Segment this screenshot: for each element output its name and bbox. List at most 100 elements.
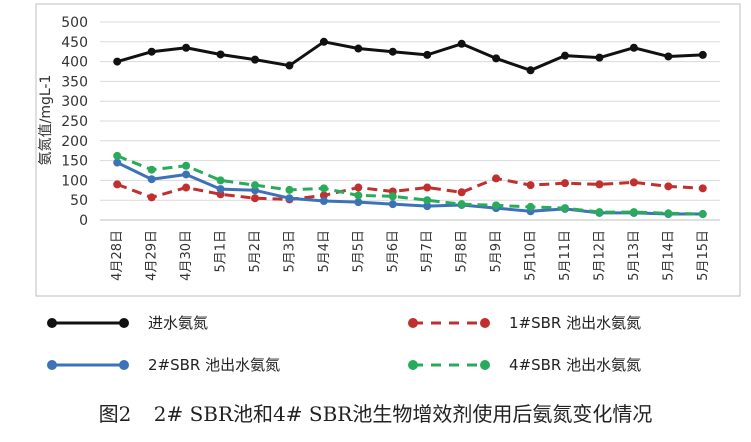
data-point (629, 43, 638, 52)
y-tick-label: 450 (61, 35, 88, 51)
data-point (492, 201, 501, 210)
data-point (147, 47, 156, 56)
data-point (423, 202, 432, 211)
data-point (319, 191, 328, 200)
data-point (457, 39, 466, 48)
data-point (113, 57, 122, 66)
x-tick-label: 4月28日 (110, 230, 125, 281)
legend-item-1: 进水氨氮 (47, 314, 208, 332)
data-point (595, 208, 604, 217)
data-point (182, 170, 191, 179)
data-point (698, 184, 707, 193)
data-point (251, 55, 259, 64)
data-point (319, 196, 328, 205)
legend-marker-end (119, 318, 129, 328)
x-tick-label: 5月4日 (317, 230, 332, 273)
data-point (285, 61, 294, 70)
data-point (629, 208, 638, 217)
y-tick-label: 0 (79, 213, 88, 229)
y-tick-label: 100 (61, 173, 88, 189)
data-point (354, 183, 363, 192)
series-line (116, 176, 703, 201)
data-point (423, 50, 432, 59)
data-point (423, 183, 432, 192)
data-point (595, 180, 604, 189)
data-point (113, 180, 122, 189)
y-tick-label: 50 (70, 193, 88, 209)
data-point (319, 184, 328, 193)
x-tick-label: 5月6日 (386, 230, 401, 273)
data-point (319, 37, 328, 46)
legend-marker-start (47, 318, 57, 328)
series-line (116, 40, 703, 72)
y-tick-label: 200 (61, 134, 88, 150)
series-line (116, 154, 703, 216)
data-point (182, 161, 191, 170)
legend-label: 2#SBR 池出水氨氮 (148, 356, 280, 374)
data-point (251, 194, 259, 203)
data-point (526, 66, 535, 75)
y-tick-label: 150 (61, 154, 88, 170)
x-tick-label: 5月15日 (696, 230, 711, 281)
x-tick-label: 4月30日 (179, 230, 194, 281)
legend-item-2: 1#SBR 池出水氨氮 (408, 314, 641, 332)
data-point (561, 179, 569, 188)
data-point (113, 151, 122, 160)
x-tick-label: 5月5日 (351, 230, 366, 273)
caption-label: 图2 (98, 402, 132, 426)
x-tick-label: 5月8日 (455, 230, 470, 273)
data-point (526, 181, 535, 190)
data-point (147, 175, 156, 184)
data-point (216, 185, 225, 194)
x-axis-ticks: 4月28日 4月29日 4月30日 5月1日 5月2日 5月3日 5月4日 5月5日 5月6日 5… (110, 230, 711, 281)
legend-marker-start (408, 318, 418, 328)
legend-marker-end (480, 318, 490, 328)
data-point (182, 43, 191, 52)
x-tick-label: 5月7日 (420, 230, 435, 273)
data-point (354, 191, 363, 200)
data-point (216, 50, 225, 59)
x-tick-label: 5月2日 (248, 230, 263, 273)
legend-marker-start (408, 360, 418, 370)
data-point (664, 52, 673, 61)
data-point (388, 192, 397, 201)
data-point (664, 209, 673, 218)
data-series (113, 37, 707, 219)
data-point (147, 165, 156, 174)
figure-caption: 图2 2# SBR池和4# SBR池生物增效剂使用后氨氮变化情况 (0, 398, 751, 427)
legend-label: 进水氨氮 (148, 314, 208, 332)
grid-lines (100, 21, 720, 221)
legend-item-3: 2#SBR 池出水氨氮 (47, 356, 280, 374)
data-point (388, 47, 397, 56)
data-point (423, 196, 432, 205)
y-axis-label: 氨氮值/mgL-1 (38, 75, 54, 166)
data-point (354, 198, 363, 207)
ammonia-line-chart: 0 50 100 150 200 250 300 350 400 450 500 4月28日 4月29… (35, 3, 741, 374)
data-point (182, 183, 191, 192)
legend-label: 4#SBR 池出水氨氮 (509, 356, 641, 374)
data-point (147, 193, 156, 202)
data-point (561, 204, 569, 213)
x-tick-label: 5月1日 (214, 230, 229, 273)
legend-marker-end (480, 360, 490, 370)
data-point (526, 202, 535, 211)
x-tick-label: 5月11日 (558, 230, 573, 281)
x-tick-label: 5月13日 (627, 230, 642, 281)
data-point (457, 200, 466, 209)
series-1 (113, 37, 707, 75)
data-point (561, 51, 569, 60)
data-point (285, 185, 294, 194)
data-point (457, 188, 466, 197)
y-tick-label: 400 (61, 55, 88, 71)
legend-label: 1#SBR 池出水氨氮 (509, 314, 641, 332)
data-point (285, 194, 294, 203)
data-point (492, 54, 501, 63)
y-axis-ticks: 0 50 100 150 200 250 300 350 400 450 500 (61, 15, 88, 229)
data-point (113, 158, 122, 167)
data-point (388, 200, 397, 209)
legend-marker-end (119, 360, 129, 370)
legend: 进水氨氮 1#SBR 池出水氨氮 2#SBR 池出水氨氮 4#SBR 池出水氨氮 (47, 314, 641, 374)
legend-item-4: 4#SBR 池出水氨氮 (408, 356, 641, 374)
data-point (629, 178, 638, 187)
caption-text: 2# SBR池和4# SBR池生物增效剂使用后氨氮变化情况 (153, 402, 653, 426)
